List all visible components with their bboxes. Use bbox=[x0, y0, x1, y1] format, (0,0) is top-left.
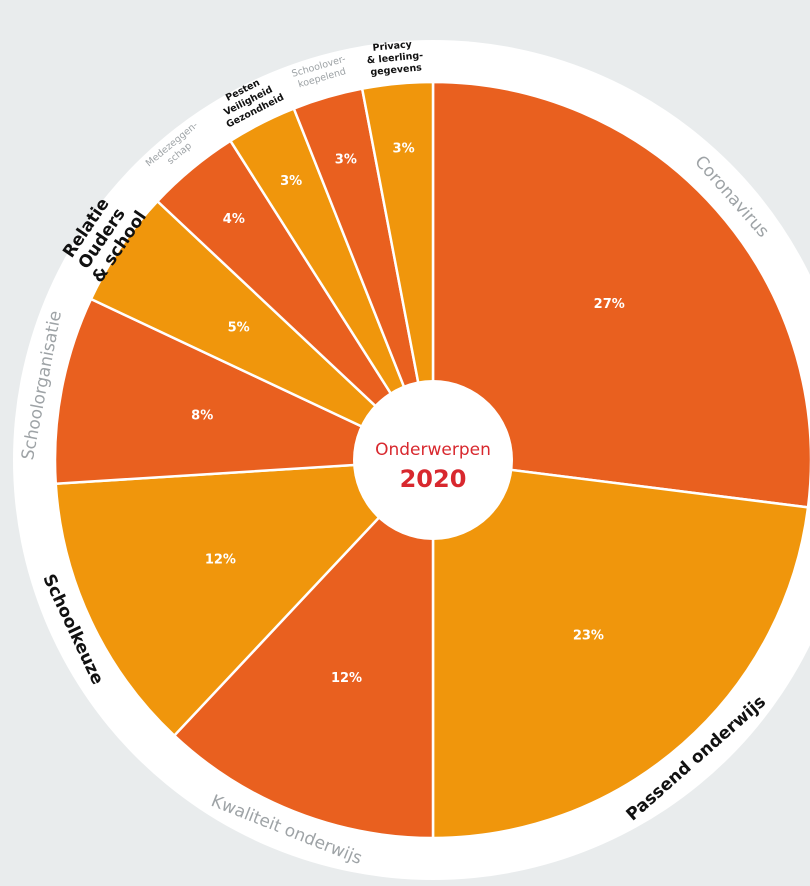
value-label: 3% bbox=[393, 141, 415, 156]
slices bbox=[53, 80, 810, 840]
value-label: 23% bbox=[573, 629, 604, 644]
value-label: 27% bbox=[594, 297, 625, 312]
label-line: & leerling- bbox=[366, 50, 423, 66]
category-label: Privacy & leerling-gegevens bbox=[365, 38, 425, 78]
center-hole bbox=[353, 380, 513, 540]
value-label: 4% bbox=[223, 212, 245, 227]
slice bbox=[172, 456, 435, 840]
value-label: 5% bbox=[228, 320, 250, 335]
slice bbox=[54, 458, 437, 738]
value-label: 3% bbox=[335, 152, 357, 167]
slice bbox=[53, 297, 434, 486]
value-label: 12% bbox=[331, 671, 362, 686]
label-line: gegevens bbox=[370, 62, 423, 78]
value-label: 8% bbox=[191, 408, 213, 423]
slice bbox=[431, 80, 810, 509]
slice bbox=[360, 80, 435, 461]
label-line: Privacy bbox=[372, 38, 415, 53]
value-label: 12% bbox=[205, 553, 236, 568]
center-year: 2020 bbox=[400, 465, 467, 493]
value-label: 3% bbox=[280, 174, 302, 189]
slice bbox=[431, 458, 810, 840]
center-title: Onderwerpen bbox=[375, 440, 491, 460]
